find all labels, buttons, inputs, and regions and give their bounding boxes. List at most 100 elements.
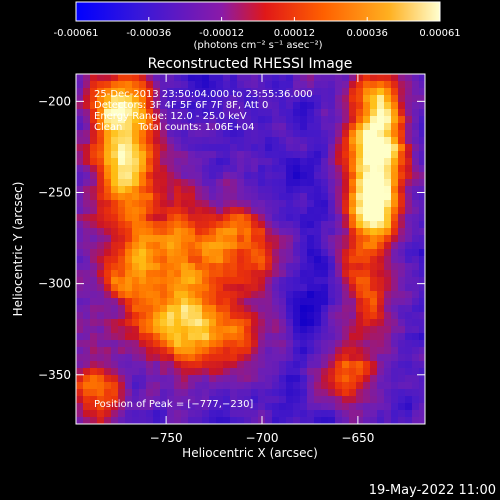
heatmap-cell [202,312,210,320]
heatmap-cell [356,396,364,404]
heatmap-cell [363,326,371,334]
heatmap-cell [104,368,112,376]
heatmap-cell [153,403,161,411]
heatmap-cell [139,200,147,208]
heatmap-cell [244,347,252,355]
heatmap-cell [405,74,413,82]
heatmap-cell [272,109,280,117]
heatmap-cell [384,200,392,208]
heatmap-cell [181,361,189,369]
heatmap-cell [384,270,392,278]
heatmap-cell [419,214,425,222]
heatmap-cell [349,116,357,124]
heatmap-cell [132,396,140,404]
heatmap-cell [216,130,224,138]
heatmap-cell [237,207,245,215]
heatmap-cell [349,151,357,159]
heatmap-cell [342,158,350,166]
heatmap-cell [202,88,210,96]
heatmap-cell [237,312,245,320]
heatmap-cell [209,256,217,264]
heatmap-cell [244,263,252,271]
heatmap-cell [97,417,105,424]
heatmap-cell [195,256,203,264]
heatmap-cell [146,277,154,285]
heatmap-cell [265,74,273,82]
heatmap-cell [251,256,259,264]
heatmap-cell [223,221,231,229]
heatmap-cell [146,207,154,215]
heatmap-cell [111,312,119,320]
heatmap-cell [314,326,322,334]
heatmap-cell [349,410,357,418]
heatmap-cell [104,144,112,152]
heatmap-cell [153,221,161,229]
heatmap-cell [125,396,133,404]
heatmap-cell [293,305,301,313]
heatmap-cell [293,221,301,229]
heatmap-cell [153,312,161,320]
heatmap-cell [104,256,112,264]
heatmap-cell [146,319,154,327]
heatmap-cell [230,277,238,285]
heatmap-cell [328,109,336,117]
heatmap-cell [209,347,217,355]
heatmap-cell [209,263,217,271]
heatmap-cell [76,102,84,110]
heatmap-cell [279,102,287,110]
heatmap-cell [174,95,182,103]
heatmap-cell [216,396,224,404]
heatmap-cell [370,256,378,264]
heatmap-cell [265,109,273,117]
heatmap-cell [160,123,168,131]
heatmap-cell [237,263,245,271]
heatmap-cell [279,298,287,306]
heatmap-cell [335,291,343,299]
heatmap-cell [349,291,357,299]
heatmap-cell [370,277,378,285]
heatmap-cell [286,333,294,341]
heatmap-cell [300,375,308,383]
y-tick-label: −350 [38,368,71,382]
heatmap-cell [216,326,224,334]
heatmap-cell [90,361,98,369]
heatmap-cell [174,417,182,424]
heatmap-cell [90,340,98,348]
heatmap-cell [223,270,231,278]
heatmap-cell [335,396,343,404]
heatmap-cell [314,389,322,397]
heatmap-cell [384,221,392,229]
heatmap-cell [230,95,238,103]
heatmap-cell [286,74,294,82]
heatmap-cell [314,368,322,376]
heatmap-cell [132,81,140,89]
heatmap-cell [195,298,203,306]
heatmap-cell [293,137,301,145]
heatmap-cell [342,88,350,96]
heatmap-cell [342,172,350,180]
heatmap-cell [146,361,154,369]
heatmap-cell [97,172,105,180]
heatmap-cell [377,410,385,418]
heatmap-cell [314,179,322,187]
heatmap-cell [195,221,203,229]
heatmap-cell [272,165,280,173]
heatmap-cell [265,137,273,145]
heatmap-cell [335,270,343,278]
heatmap-cell [321,263,329,271]
heatmap-cell [90,130,98,138]
heatmap-cell [195,109,203,117]
heatmap-cell [223,354,231,362]
heatmap-cell [97,221,105,229]
heatmap-cell [132,207,140,215]
heatmap-cell [342,200,350,208]
heatmap-cell [209,403,217,411]
heatmap-cell [132,382,140,390]
heatmap-cell [111,74,119,82]
heatmap-cell [293,242,301,250]
heatmap-cell [160,165,168,173]
colorbar-tick-label: 0.00061 [419,28,460,39]
heatmap-cell [153,165,161,173]
heatmap-cell [349,221,357,229]
heatmap-cell [195,116,203,124]
